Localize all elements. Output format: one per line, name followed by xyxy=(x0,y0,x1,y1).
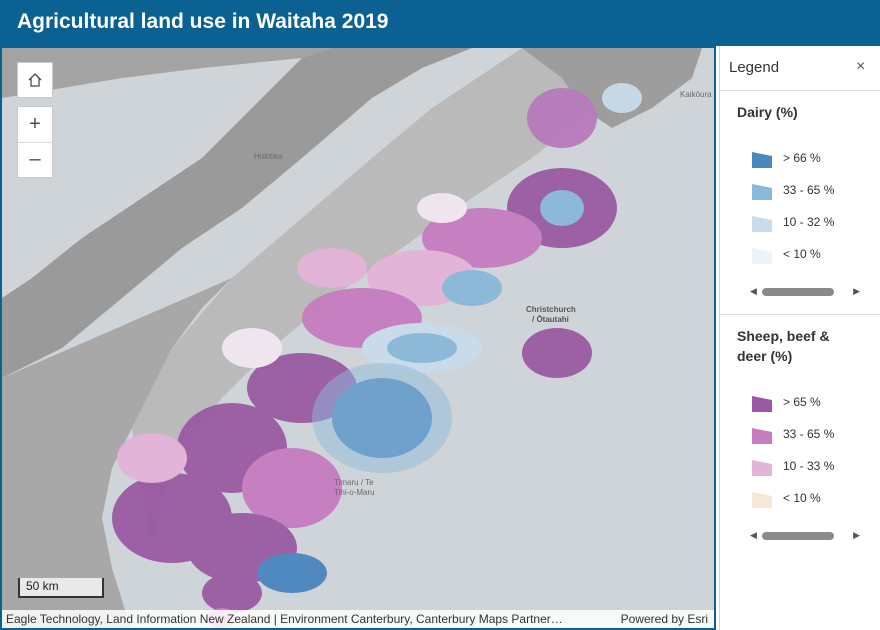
legend-item-label: 33 - 65 % xyxy=(783,427,835,441)
scroll-left-icon[interactable]: ◀ xyxy=(750,530,757,540)
southern-land xyxy=(2,278,232,628)
map-view[interactable]: Hokitika Christchurch / Ōtautahi Timaru … xyxy=(0,46,716,630)
legend-item-label: < 10 % xyxy=(783,491,821,505)
place-label-christchurch: Christchurch xyxy=(526,305,576,314)
legend-swatch xyxy=(752,460,772,476)
pacific-ocean xyxy=(322,99,714,628)
legend-item: 33 - 65 % xyxy=(750,424,875,446)
basemap xyxy=(2,48,714,628)
attribution-text[interactable]: Eagle Technology, Land Information New Z… xyxy=(6,612,563,626)
legend-panel: Legend × Dairy (%) > 66 % 33 - 65 % 10 -… xyxy=(719,46,880,630)
attribution-bar: Eagle Technology, Land Information New Z… xyxy=(2,610,714,628)
legend-swatch xyxy=(752,396,772,412)
legend-item-label: 10 - 32 % xyxy=(783,215,835,229)
place-label-tihi-o-maru: Tihi-o-Maru xyxy=(334,488,375,497)
legend-item-label: 10 - 33 % xyxy=(783,459,835,473)
legend-item: < 10 % xyxy=(750,244,875,266)
scale-bar: 50 km xyxy=(18,578,104,598)
land-use-hexbins xyxy=(112,83,642,628)
legend-scrollbar[interactable]: ◀ ▶ xyxy=(750,530,860,542)
scroll-thumb[interactable] xyxy=(762,532,834,540)
zoom-out-button[interactable]: – xyxy=(29,148,41,170)
app-header: Agricultural land use in Waitaha 2019 xyxy=(0,0,880,46)
legend-item: < 10 % xyxy=(750,488,875,510)
place-label-timaru: Timaru / Te xyxy=(334,478,374,487)
place-label-otautahi: / Ōtautahi xyxy=(532,315,569,324)
legend-layer-title: Dairy (%) xyxy=(737,104,798,120)
scale-label: 50 km xyxy=(26,579,59,593)
west-coast-land xyxy=(2,48,332,98)
scroll-thumb[interactable] xyxy=(762,288,834,296)
legend-item: 33 - 65 % xyxy=(750,180,875,202)
legend-item: > 65 % xyxy=(750,392,875,414)
powered-by-esri[interactable]: Powered by Esri xyxy=(620,612,708,626)
legend-layer-dairy: Dairy (%) > 66 % 33 - 65 % 10 - 32 % < 1… xyxy=(720,90,880,314)
legend-scrollbar[interactable]: ◀ ▶ xyxy=(750,286,860,298)
home-icon xyxy=(28,73,42,87)
legend-swatch xyxy=(752,152,772,168)
legend-swatch xyxy=(752,184,772,200)
home-button[interactable] xyxy=(17,62,53,98)
close-icon[interactable]: × xyxy=(856,58,866,75)
legend-divider xyxy=(720,314,880,315)
legend-layer-title: Sheep, beef & deer (%) xyxy=(737,328,830,364)
legend-item-label: > 66 % xyxy=(783,151,821,165)
legend-swatch xyxy=(752,492,772,508)
place-label-kaikoura: Kaikōura xyxy=(680,90,712,99)
legend-item-label: < 10 % xyxy=(783,247,821,261)
legend-layer-sheep-beef-deer: Sheep, beef & deer (%) > 65 % 33 - 65 % … xyxy=(720,316,880,576)
page-title: Agricultural land use in Waitaha 2019 xyxy=(17,10,389,33)
legend-item-label: > 65 % xyxy=(783,395,821,409)
legend-item: > 66 % xyxy=(750,148,875,170)
legend-item: 10 - 33 % xyxy=(750,456,875,478)
scroll-right-icon[interactable]: ▶ xyxy=(853,530,860,540)
legend-swatch xyxy=(752,428,772,444)
scroll-right-icon[interactable]: ▶ xyxy=(853,286,860,296)
legend-title: Legend xyxy=(729,59,780,76)
southern-alps xyxy=(2,48,472,378)
legend-swatch xyxy=(752,216,772,232)
zoom-controls: + – xyxy=(17,106,53,178)
legend-swatch xyxy=(752,248,772,264)
legend-item: 10 - 32 % xyxy=(750,212,875,234)
foothills xyxy=(132,48,622,548)
zoom-in-button[interactable]: + xyxy=(18,107,52,143)
legend-item-label: 33 - 65 % xyxy=(783,183,835,197)
legend-header: Legend × xyxy=(720,46,880,91)
scroll-left-icon[interactable]: ◀ xyxy=(750,286,757,296)
place-label-hokitika: Hokitika xyxy=(254,152,283,161)
